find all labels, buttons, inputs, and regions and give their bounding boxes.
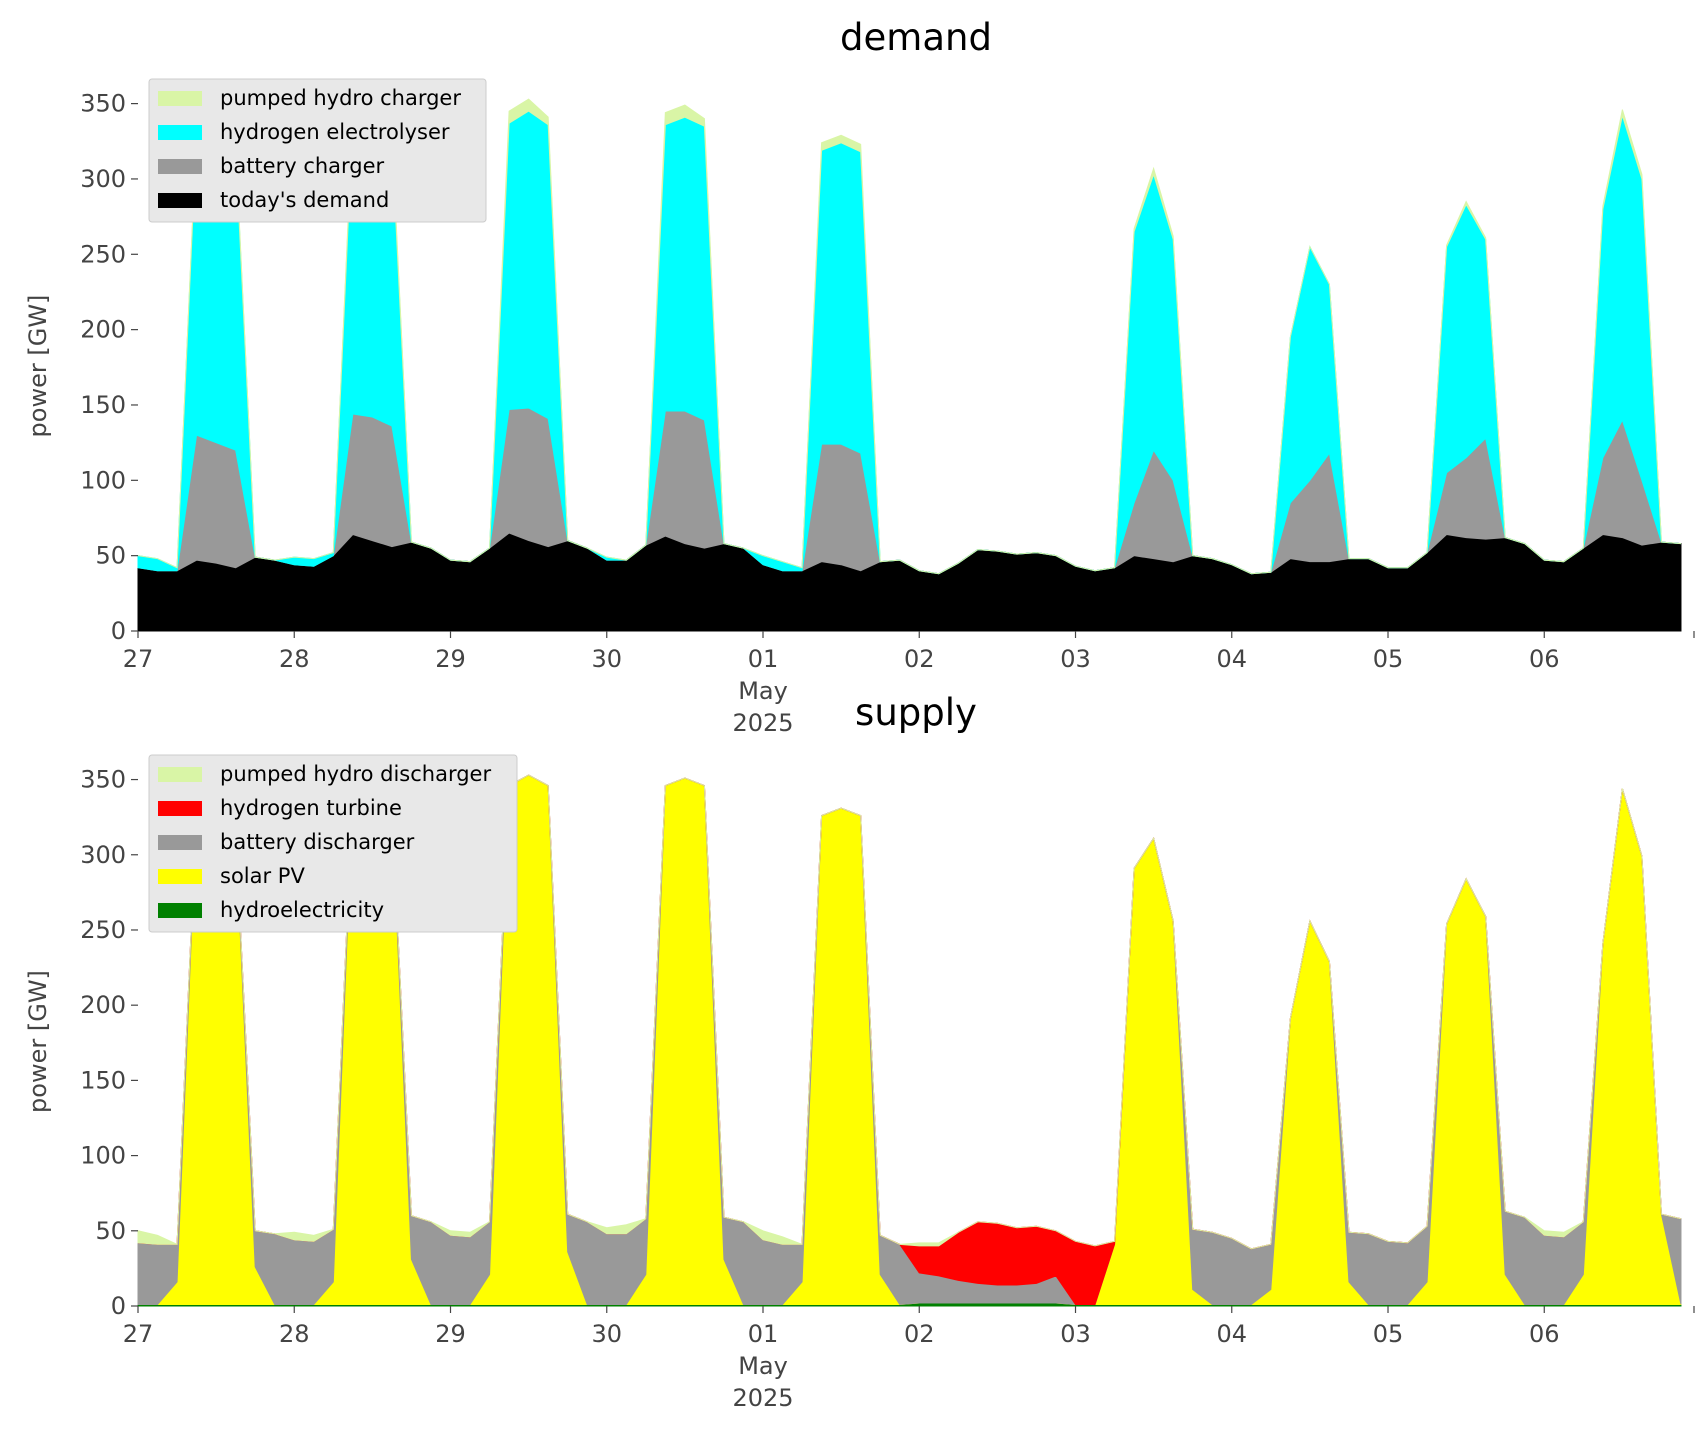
- legend-swatch: [158, 767, 202, 782]
- legend-label: pumped hydro charger: [220, 86, 461, 110]
- x-tick-label: 04: [1216, 645, 1247, 673]
- x-tick-label: 29: [435, 1320, 466, 1348]
- y-tick-label: 350: [80, 766, 126, 794]
- y-tick-label: 150: [80, 391, 126, 419]
- legend-swatch: [158, 869, 202, 884]
- x-tick-label: 30: [591, 645, 622, 673]
- y-tick-label: 100: [80, 466, 126, 494]
- y-axis-label: power [GW]: [24, 970, 52, 1113]
- legend-swatch: [158, 91, 202, 106]
- x-tick-label: 05: [1373, 645, 1404, 673]
- y-axis-label: power [GW]: [24, 295, 52, 438]
- area: [137, 98, 1682, 575]
- x-tick-label: 06: [1529, 1320, 1560, 1348]
- x-tick-label: 01 May 2025: [732, 645, 793, 737]
- y-tick-label: 200: [80, 316, 126, 344]
- legend-label: pumped hydro discharger: [220, 762, 491, 786]
- y-tick-label: 300: [80, 165, 126, 193]
- x-tick-label: 04: [1216, 1320, 1247, 1348]
- chart-title: demand: [840, 16, 992, 59]
- x-tick-label: 06: [1529, 645, 1560, 673]
- x-tick-label: 30: [591, 1320, 622, 1348]
- y-tick-label: 300: [80, 841, 126, 869]
- legend-swatch: [158, 125, 202, 140]
- legend-label: today's demand: [220, 188, 389, 212]
- x-tick-label: 05: [1373, 1320, 1404, 1348]
- y-tick-label: 250: [80, 916, 126, 944]
- area: [137, 774, 1682, 1250]
- legend-swatch: [158, 193, 202, 208]
- x-tick-label: 29: [435, 645, 466, 673]
- x-tick-label: 28: [279, 645, 310, 673]
- y-tick-label: 0: [111, 1292, 126, 1320]
- legend-label: hydroelectricity: [220, 898, 384, 922]
- x-tick-label: 01 May 2025: [732, 1320, 793, 1412]
- y-tick-label: 50: [95, 542, 126, 570]
- x-tick-label: 03: [1060, 645, 1091, 673]
- y-tick-label: 100: [80, 1142, 126, 1170]
- legend-swatch: [158, 903, 202, 918]
- area: [137, 532, 1682, 632]
- legend-label: hydrogen turbine: [220, 796, 402, 820]
- legend-label: solar PV: [220, 864, 305, 888]
- legend-swatch: [158, 159, 202, 174]
- y-tick-label: 150: [80, 1066, 126, 1094]
- legend-box: [148, 754, 518, 933]
- x-tick-label: 28: [279, 1320, 310, 1348]
- y-tick-label: 250: [80, 240, 126, 268]
- chart-title: supply: [855, 691, 977, 734]
- legend-swatch: [158, 835, 202, 850]
- x-tick-label: 03: [1060, 1320, 1091, 1348]
- legend-label: battery discharger: [220, 830, 415, 854]
- y-tick-label: 0: [111, 617, 126, 645]
- x-tick-label: 02: [904, 645, 935, 673]
- x-tick-label: 02: [904, 1320, 935, 1348]
- legend-label: hydrogen electrolyser: [220, 120, 450, 144]
- legend-label: battery charger: [220, 154, 385, 178]
- y-tick-label: 350: [80, 90, 126, 118]
- legend-swatch: [158, 801, 202, 816]
- y-tick-label: 200: [80, 991, 126, 1019]
- y-tick-label: 50: [95, 1217, 126, 1245]
- legend-box: [148, 78, 487, 223]
- x-tick-label: 27: [123, 645, 154, 673]
- x-tick-label: 27: [123, 1320, 154, 1348]
